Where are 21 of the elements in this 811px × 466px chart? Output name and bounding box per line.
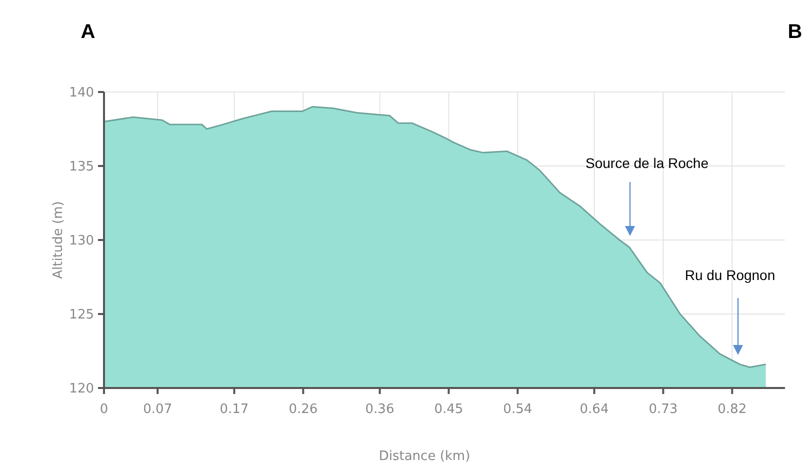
text: B: [788, 21, 802, 43]
x-tick-label: 0.07: [143, 402, 172, 417]
x-tick-label: 0.54: [503, 402, 532, 417]
y-axis-title: Altitude (m): [51, 201, 66, 279]
y-tick-label: 120: [69, 382, 94, 397]
y-tick-label: 130: [69, 234, 94, 249]
annotation: Ru du Rognon: [684, 267, 776, 283]
x-tick-label: 0: [100, 402, 108, 417]
x-tick-label: 0.36: [365, 402, 394, 417]
x-axis-title: Distance (km): [378, 449, 470, 464]
y-tick-label: 140: [69, 86, 94, 101]
x-tick-label: 0.26: [288, 402, 318, 417]
annotation: Source de la Roche: [586, 155, 709, 171]
text: A: [80, 21, 96, 43]
x-tick-label: 0.73: [648, 402, 678, 417]
x-tick-label: 0.82: [718, 402, 747, 417]
y-tick-label: 135: [69, 160, 94, 175]
x-tick-label: 0.64: [580, 402, 609, 417]
y-tick-label: 125: [69, 308, 94, 323]
x-tick-label: 0.45: [434, 402, 464, 417]
x-tick-label: 0.17: [220, 402, 249, 417]
